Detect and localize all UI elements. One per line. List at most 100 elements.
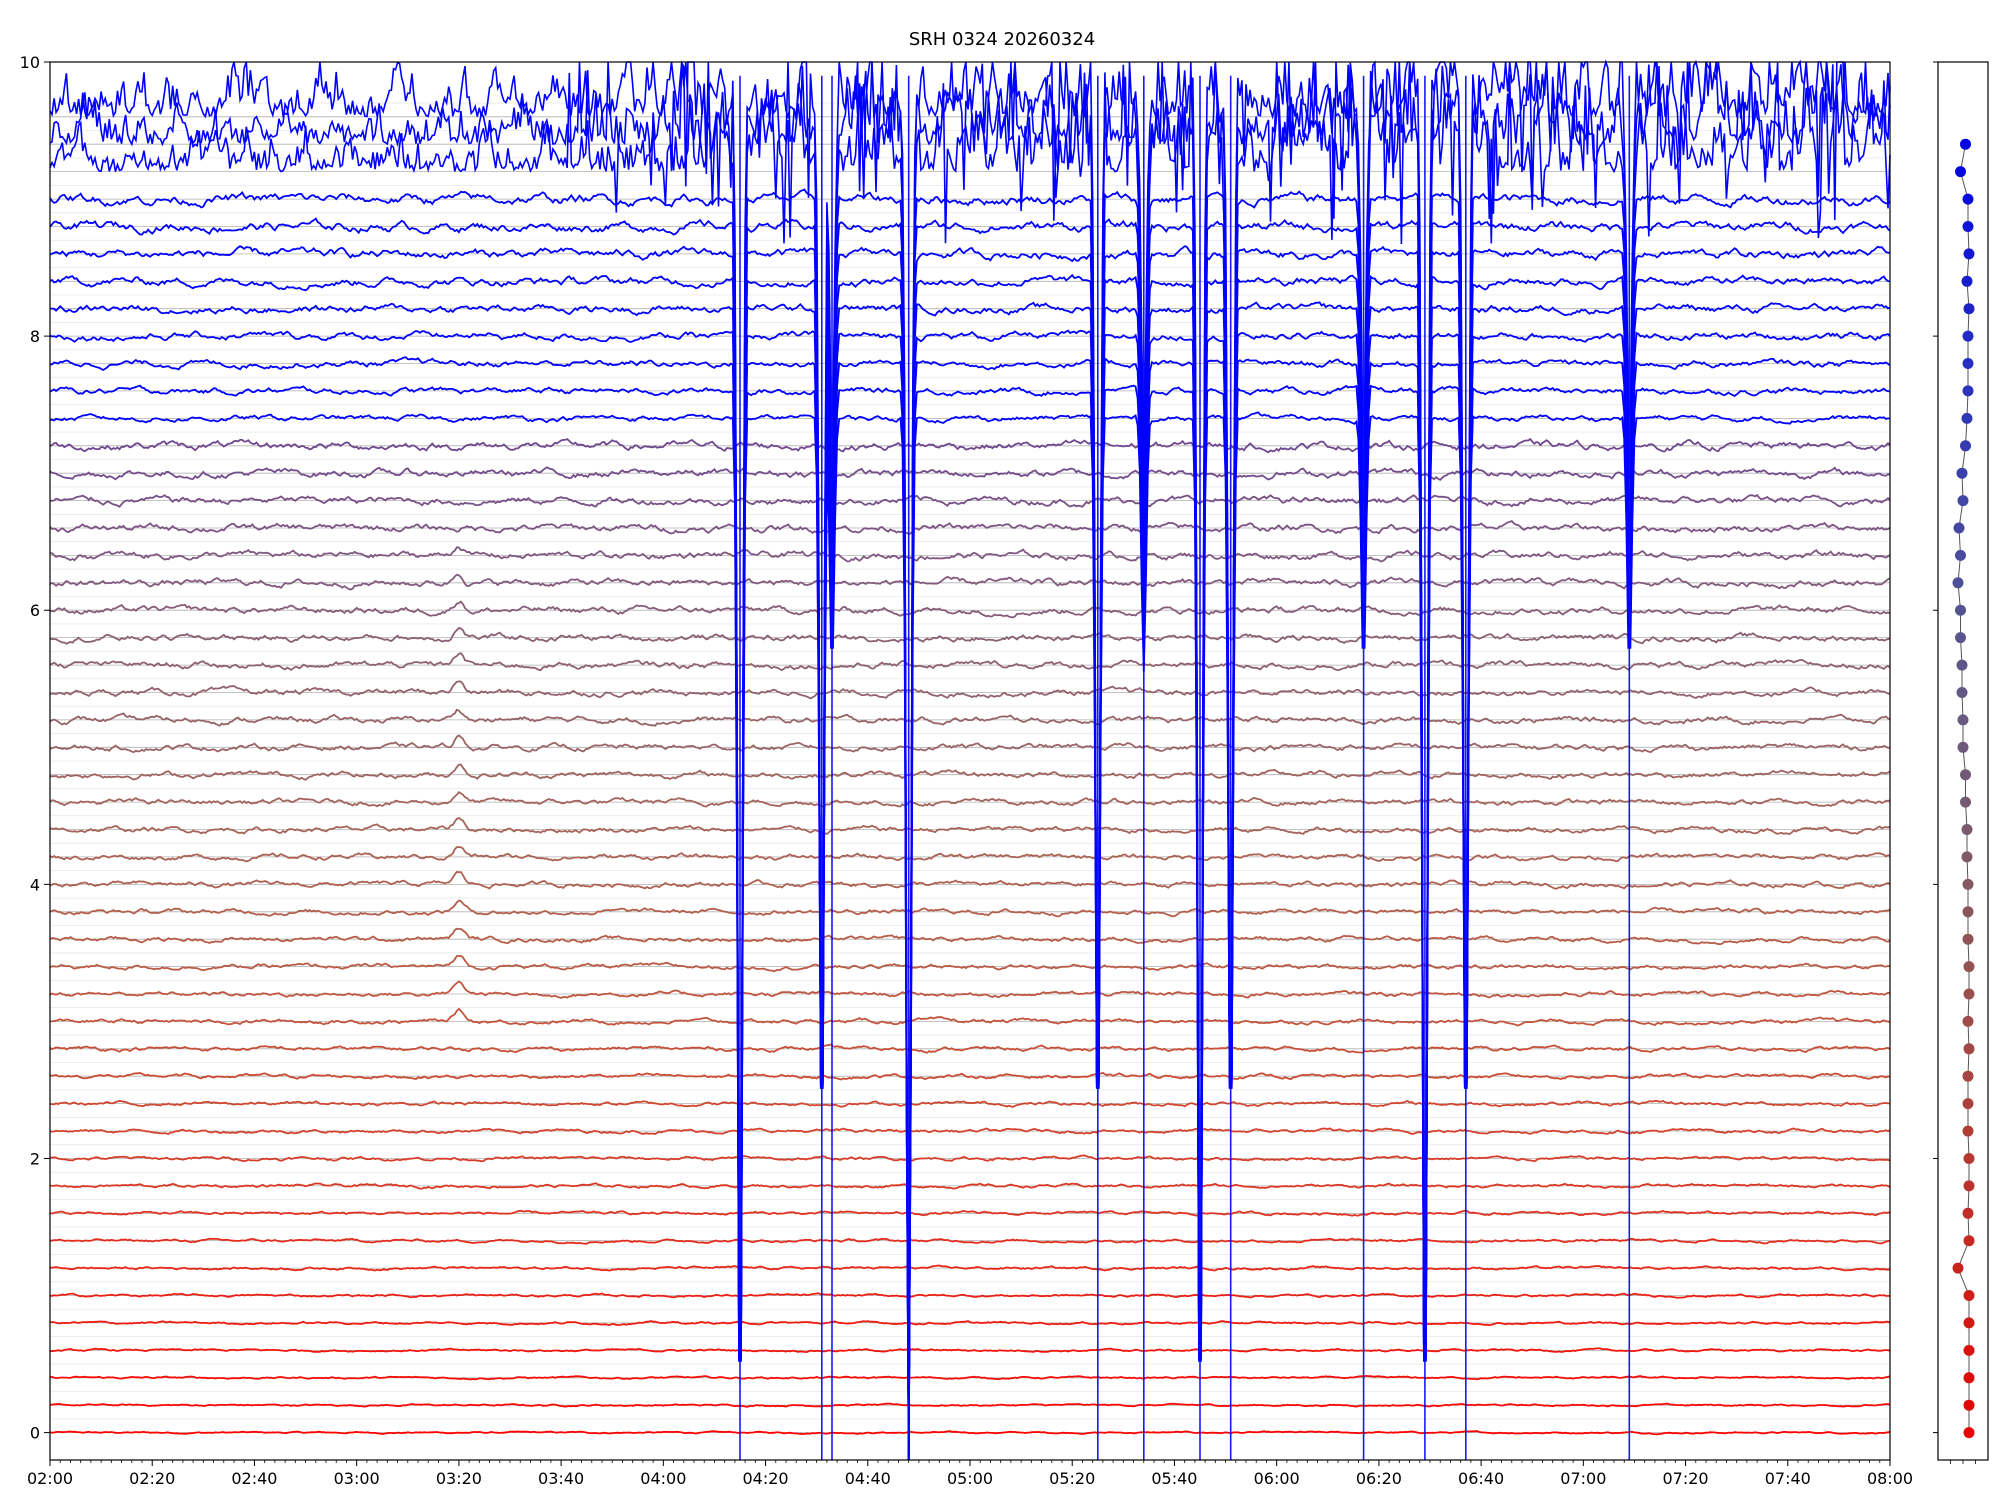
y-tick-label: 6 bbox=[30, 601, 40, 620]
trace-line bbox=[49, 60, 1891, 1461]
side-panel-point bbox=[1956, 659, 1968, 671]
side-panel-point bbox=[1955, 604, 1966, 616]
trace-line bbox=[49, 466, 1891, 482]
side-panel-point bbox=[1962, 878, 1974, 890]
x-tick-label: 02:40 bbox=[231, 1469, 277, 1488]
side-panel-point bbox=[1961, 412, 1973, 424]
trace-line bbox=[49, 520, 1891, 536]
y-axis: 0 2 4 6 8 10 bbox=[20, 53, 50, 1443]
x-tick-label: 05:20 bbox=[1049, 1469, 1095, 1488]
side-panel-point bbox=[1963, 961, 1975, 973]
trace-line bbox=[49, 652, 1891, 672]
grid-lines bbox=[50, 102, 1890, 1433]
x-tick-label: 07:00 bbox=[1560, 1469, 1606, 1488]
trace-line bbox=[49, 59, 1891, 1461]
trace-line bbox=[49, 1320, 1891, 1327]
side-panel-point bbox=[1963, 1235, 1975, 1247]
trace-line bbox=[49, 384, 1891, 1461]
trace-line bbox=[49, 356, 1891, 1461]
trace-line bbox=[49, 927, 1891, 946]
side-panel-ticks bbox=[1933, 61, 1976, 1464]
trace-line bbox=[49, 1154, 1891, 1163]
x-tick-label: 04:00 bbox=[640, 1469, 686, 1488]
side-panel-point bbox=[1952, 1262, 1964, 1274]
x-tick-label: 03:40 bbox=[538, 1469, 584, 1488]
side-panel-point bbox=[1962, 1070, 1974, 1082]
x-tick-label: 06:00 bbox=[1254, 1469, 1300, 1488]
x-tick-label: 04:40 bbox=[845, 1469, 891, 1488]
trace-line bbox=[49, 1237, 1891, 1245]
side-panel-point bbox=[1955, 166, 1966, 178]
side-panel-point bbox=[1963, 303, 1975, 315]
trace-line bbox=[49, 493, 1891, 508]
trace-line bbox=[49, 846, 1891, 863]
trace-line bbox=[49, 1292, 1891, 1299]
side-panel-point bbox=[1963, 988, 1975, 1000]
side-panel-point bbox=[1963, 1372, 1975, 1384]
trace-line bbox=[49, 870, 1891, 890]
trace-line bbox=[49, 1347, 1891, 1354]
x-tick-label: 05:00 bbox=[947, 1469, 993, 1488]
trace-line bbox=[49, 1007, 1891, 1027]
x-tick-label: 02:00 bbox=[27, 1469, 73, 1488]
side-panel-point bbox=[1960, 796, 1971, 808]
x-tick-label: 03:00 bbox=[334, 1469, 380, 1488]
side-panel-point bbox=[1963, 1180, 1975, 1192]
trace-line bbox=[49, 188, 1891, 1461]
trace-line bbox=[49, 411, 1891, 1461]
side-panel-point bbox=[1963, 1043, 1975, 1055]
trace-line bbox=[49, 708, 1891, 727]
x-tick-label: 06:20 bbox=[1356, 1469, 1402, 1488]
trace-line bbox=[49, 1209, 1891, 1217]
side-panel-point bbox=[1963, 1290, 1975, 1301]
trace-line bbox=[49, 1182, 1891, 1190]
trace-line bbox=[49, 954, 1891, 973]
side-panel-point bbox=[1962, 330, 1974, 342]
trace-line bbox=[49, 816, 1891, 836]
side-panel-point bbox=[1960, 769, 1971, 781]
trace-line bbox=[49, 1071, 1891, 1081]
side-panel-point bbox=[1962, 1015, 1974, 1027]
side-panel-point bbox=[1961, 275, 1973, 287]
side-panel-point bbox=[1960, 138, 1971, 150]
side-panel-point bbox=[1963, 1399, 1975, 1411]
trace-line bbox=[49, 329, 1891, 1461]
main-plot-area: 02:00 02:20 02:40 03:00 03:20 03:40 04:00 04:20… bbox=[20, 53, 1913, 1488]
side-panel-point bbox=[1955, 549, 1966, 561]
side-panel-point bbox=[1963, 248, 1975, 260]
side-panel-point bbox=[1962, 1125, 1974, 1137]
trace-line bbox=[49, 1264, 1891, 1272]
trace-line bbox=[49, 600, 1891, 619]
side-panel-point bbox=[1956, 687, 1968, 698]
trace-line bbox=[50, 763, 1891, 781]
x-tick-label: 07:40 bbox=[1765, 1469, 1811, 1488]
y-tick-label: 10 bbox=[20, 53, 40, 72]
trace-group bbox=[49, 59, 1891, 1461]
trace-line bbox=[49, 1099, 1890, 1108]
x-tick-label: 05:40 bbox=[1151, 1469, 1197, 1488]
y-tick-label: 8 bbox=[30, 327, 40, 346]
trace-line bbox=[49, 791, 1891, 808]
trace-line bbox=[49, 273, 1891, 1461]
x-tick-label: 08:00 bbox=[1867, 1469, 1913, 1488]
side-panel-point bbox=[1957, 714, 1969, 726]
chart-title: SRH 0324 20260324 bbox=[909, 29, 1095, 50]
trace-line bbox=[50, 301, 1891, 1461]
trace-line bbox=[49, 1430, 1891, 1436]
side-panel-point bbox=[1960, 440, 1971, 452]
x-tick-label: 02:20 bbox=[129, 1469, 175, 1488]
trace-line bbox=[49, 61, 1891, 1461]
trace-line bbox=[50, 1402, 1891, 1408]
side-panel-point bbox=[1962, 933, 1974, 945]
side-panel bbox=[1933, 61, 1989, 1464]
x-tick-label: 06:40 bbox=[1458, 1469, 1504, 1488]
side-panel-point bbox=[1962, 906, 1974, 918]
side-panel-point bbox=[1962, 1207, 1974, 1219]
trace-line bbox=[49, 1374, 1891, 1381]
trace-line bbox=[49, 573, 1891, 591]
y-tick-label: 2 bbox=[30, 1149, 40, 1168]
side-panel-point bbox=[1963, 1153, 1975, 1164]
x-axis: 02:00 02:20 02:40 03:00 03:20 03:40 04:00 04:20… bbox=[27, 1460, 1913, 1488]
x-tick-label: 03:20 bbox=[436, 1469, 482, 1488]
